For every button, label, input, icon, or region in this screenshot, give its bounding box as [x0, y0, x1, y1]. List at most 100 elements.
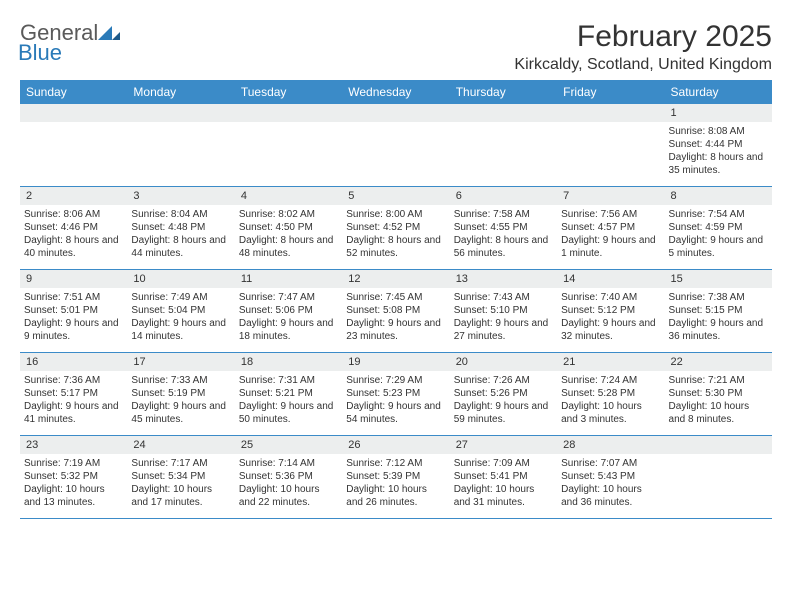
sunrise-text: Sunrise: 7:49 AM — [131, 291, 230, 304]
sunset-text: Sunset: 5:30 PM — [669, 387, 768, 400]
day-number: 22 — [665, 353, 772, 371]
day-cell: 24 Sunrise: 7:17 AMSunset: 5:34 PMDayligh… — [127, 436, 234, 518]
day-info: Sunrise: 8:00 AMSunset: 4:52 PMDaylight:… — [346, 208, 445, 260]
sunrise-text: Sunrise: 7:07 AM — [561, 457, 660, 470]
day-cell: 2Sunrise: 8:06 AMSunset: 4:46 PMDaylight… — [20, 187, 127, 269]
day-info: Sunrise: 8:02 AMSunset: 4:50 PMDaylight:… — [239, 208, 338, 260]
sunrise-text: Sunrise: 7:09 AM — [454, 457, 553, 470]
sunrise-text: Sunrise: 8:06 AM — [24, 208, 123, 221]
daylight-text: Daylight: 8 hours and 35 minutes. — [669, 151, 768, 177]
sunrise-text: Sunrise: 7:54 AM — [669, 208, 768, 221]
weeks-container: 1Sunrise: 8:08 AMSunset: 4:44 PMDaylight… — [20, 104, 772, 519]
daylight-text: Daylight: 8 hours and 52 minutes. — [346, 234, 445, 260]
sunset-text: Sunset: 5:01 PM — [24, 304, 123, 317]
day-cell: 11 Sunrise: 7:47 AMSunset: 5:06 PMDayligh… — [235, 270, 342, 352]
day-number: 26 — [342, 436, 449, 454]
day-number: 8 — [665, 187, 772, 205]
day-info: Sunrise: 7:17 AMSunset: 5:34 PMDaylight:… — [131, 457, 230, 509]
daylight-text: Daylight: 10 hours and 17 minutes. — [131, 483, 230, 509]
sunset-text: Sunset: 5:32 PM — [24, 470, 123, 483]
week-row: 1Sunrise: 8:08 AMSunset: 4:44 PMDaylight… — [20, 104, 772, 187]
daylight-text: Daylight: 9 hours and 50 minutes. — [239, 400, 338, 426]
week-row: 23 Sunrise: 7:19 AMSunset: 5:32 PMDayligh… — [20, 436, 772, 519]
title-block: February 2025 Kirkcaldy, Scotland, Unite… — [514, 20, 772, 74]
day-number: 23 — [20, 436, 127, 454]
day-cell: 7Sunrise: 7:56 AMSunset: 4:57 PMDaylight… — [557, 187, 664, 269]
day-cell — [665, 436, 772, 518]
day-number: 15 — [665, 270, 772, 288]
sunrise-text: Sunrise: 8:04 AM — [131, 208, 230, 221]
day-number: 10 — [127, 270, 234, 288]
day-info: Sunrise: 7:40 AMSunset: 5:12 PMDaylight:… — [561, 291, 660, 343]
day-info: Sunrise: 7:19 AMSunset: 5:32 PMDaylight:… — [24, 457, 123, 509]
daylight-text: Daylight: 9 hours and 36 minutes. — [669, 317, 768, 343]
sunset-text: Sunset: 4:44 PM — [669, 138, 768, 151]
sunrise-text: Sunrise: 7:12 AM — [346, 457, 445, 470]
daylight-text: Daylight: 10 hours and 22 minutes. — [239, 483, 338, 509]
day-number: 21 — [557, 353, 664, 371]
weekday-header-cell: Monday — [127, 80, 234, 104]
sunrise-text: Sunrise: 7:40 AM — [561, 291, 660, 304]
daylight-text: Daylight: 10 hours and 3 minutes. — [561, 400, 660, 426]
day-number — [20, 104, 127, 122]
day-info: Sunrise: 7:21 AMSunset: 5:30 PMDaylight:… — [669, 374, 768, 426]
day-info: Sunrise: 7:09 AMSunset: 5:41 PMDaylight:… — [454, 457, 553, 509]
sunset-text: Sunset: 5:15 PM — [669, 304, 768, 317]
day-number: 24 — [127, 436, 234, 454]
day-number: 13 — [450, 270, 557, 288]
sunrise-text: Sunrise: 7:31 AM — [239, 374, 338, 387]
day-cell: 13Sunrise: 7:43 AMSunset: 5:10 PMDayligh… — [450, 270, 557, 352]
location-text: Kirkcaldy, Scotland, United Kingdom — [514, 56, 772, 74]
day-number — [557, 104, 664, 122]
day-number: 17 — [127, 353, 234, 371]
daylight-text: Daylight: 9 hours and 23 minutes. — [346, 317, 445, 343]
day-number: 7 — [557, 187, 664, 205]
weekday-header-cell: Saturday — [665, 80, 772, 104]
daylight-text: Daylight: 10 hours and 31 minutes. — [454, 483, 553, 509]
sunrise-text: Sunrise: 7:36 AM — [24, 374, 123, 387]
header: General Blue February 2025 Kirkcaldy, Sc… — [20, 20, 772, 74]
weekday-header-row: SundayMondayTuesdayWednesdayThursdayFrid… — [20, 80, 772, 104]
sunset-text: Sunset: 5:28 PM — [561, 387, 660, 400]
sunrise-text: Sunrise: 7:21 AM — [669, 374, 768, 387]
sunrise-text: Sunrise: 7:47 AM — [239, 291, 338, 304]
day-cell: 4 Sunrise: 8:02 AMSunset: 4:50 PMDaylight… — [235, 187, 342, 269]
day-number: 3 — [127, 187, 234, 205]
sunset-text: Sunset: 4:50 PM — [239, 221, 338, 234]
day-info: Sunrise: 7:14 AMSunset: 5:36 PMDaylight:… — [239, 457, 338, 509]
day-cell: 14Sunrise: 7:40 AMSunset: 5:12 PMDayligh… — [557, 270, 664, 352]
day-cell: 19Sunrise: 7:29 AMSunset: 5:23 PMDayligh… — [342, 353, 449, 435]
day-number: 6 — [450, 187, 557, 205]
daylight-text: Daylight: 8 hours and 40 minutes. — [24, 234, 123, 260]
day-cell: 25 Sunrise: 7:14 AMSunset: 5:36 PMDayligh… — [235, 436, 342, 518]
day-number: 11 — [235, 270, 342, 288]
day-number: 25 — [235, 436, 342, 454]
sunset-text: Sunset: 5:36 PM — [239, 470, 338, 483]
sunset-text: Sunset: 4:52 PM — [346, 221, 445, 234]
day-info: Sunrise: 7:49 AMSunset: 5:04 PMDaylight:… — [131, 291, 230, 343]
sunset-text: Sunset: 5:19 PM — [131, 387, 230, 400]
day-number: 16 — [20, 353, 127, 371]
week-row: 9Sunrise: 7:51 AMSunset: 5:01 PMDaylight… — [20, 270, 772, 353]
sunset-text: Sunset: 5:17 PM — [24, 387, 123, 400]
sunrise-text: Sunrise: 7:38 AM — [669, 291, 768, 304]
month-title: February 2025 — [514, 20, 772, 54]
weekday-header-cell: Tuesday — [235, 80, 342, 104]
sunrise-text: Sunrise: 7:26 AM — [454, 374, 553, 387]
daylight-text: Daylight: 8 hours and 56 minutes. — [454, 234, 553, 260]
sunrise-text: Sunrise: 7:24 AM — [561, 374, 660, 387]
sunset-text: Sunset: 5:39 PM — [346, 470, 445, 483]
day-info: Sunrise: 7:45 AMSunset: 5:08 PMDaylight:… — [346, 291, 445, 343]
sunrise-text: Sunrise: 8:02 AM — [239, 208, 338, 221]
day-number: 4 — [235, 187, 342, 205]
sunset-text: Sunset: 5:10 PM — [454, 304, 553, 317]
sunset-text: Sunset: 5:08 PM — [346, 304, 445, 317]
sunrise-text: Sunrise: 7:29 AM — [346, 374, 445, 387]
daylight-text: Daylight: 8 hours and 48 minutes. — [239, 234, 338, 260]
day-number: 20 — [450, 353, 557, 371]
sunrise-text: Sunrise: 7:51 AM — [24, 291, 123, 304]
day-info: Sunrise: 7:47 AMSunset: 5:06 PMDaylight:… — [239, 291, 338, 343]
sunset-text: Sunset: 5:06 PM — [239, 304, 338, 317]
day-cell: 16 Sunrise: 7:36 AMSunset: 5:17 PMDayligh… — [20, 353, 127, 435]
day-info: Sunrise: 7:36 AMSunset: 5:17 PMDaylight:… — [24, 374, 123, 426]
